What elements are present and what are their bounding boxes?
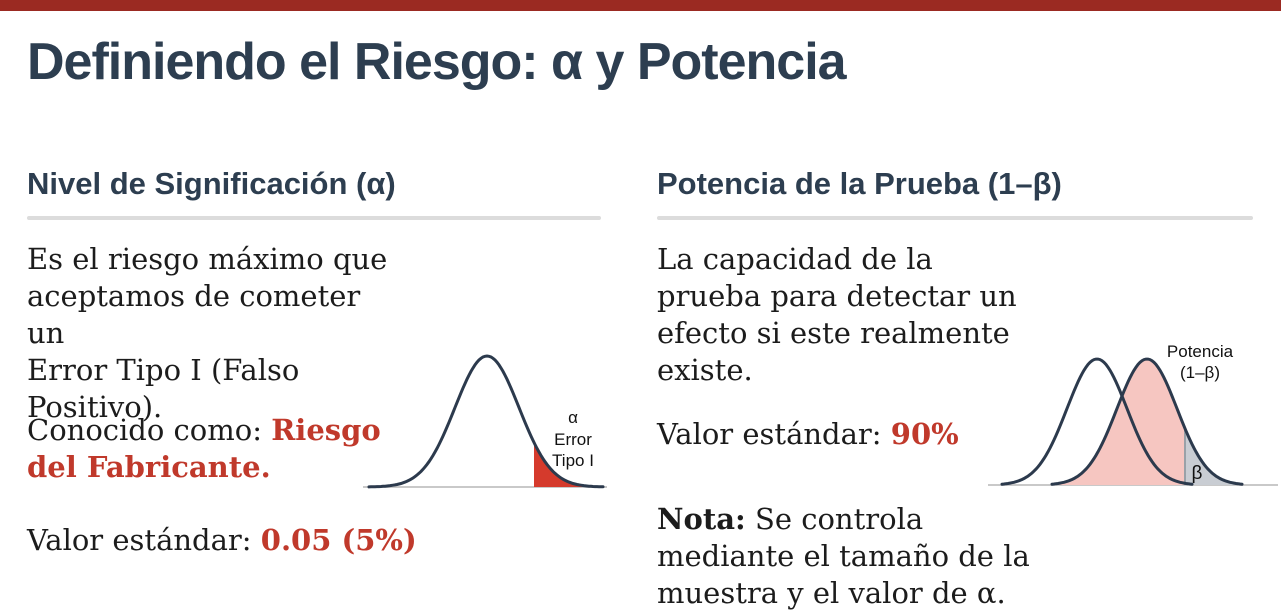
power-beta-diagram: Potencia (1–β) β xyxy=(988,342,1278,486)
left-definition-text: Es el riesgo máximo que aceptamos de com… xyxy=(27,242,388,424)
standard-label-right: Valor estándar: xyxy=(657,417,891,451)
left-known-as-paragraph: Conocido como: Riesgo del Fabricante. xyxy=(27,412,397,486)
note-label: Nota: xyxy=(657,502,746,536)
left-heading-rule xyxy=(27,216,601,220)
note-body: Se controla mediante el tamaño de la mue… xyxy=(657,502,1030,610)
right-heading-rule xyxy=(657,216,1253,220)
power-label-line1: Potencia xyxy=(1167,342,1234,361)
right-standard-value-paragraph: Valor estándar: 90% xyxy=(657,416,1037,453)
right-note-paragraph: Nota: Se controla mediante el tamaño de … xyxy=(657,501,1057,612)
beta-area-fill xyxy=(1185,428,1242,485)
known-as-value: Riesgo del Fabricante. xyxy=(27,413,381,484)
known-as-label: Conocido como: xyxy=(27,413,272,447)
alpha-tail-fill xyxy=(534,442,601,487)
standard-value-left: 0.05 (5%) xyxy=(260,523,417,557)
standard-value-right: 90% xyxy=(890,417,959,451)
slide-title: Definiendo el Riesgo: α y Potencia xyxy=(27,33,847,91)
left-column-heading: Nivel de Significación (α) xyxy=(27,166,396,201)
null-hypothesis-curve xyxy=(1000,357,1194,486)
bell-curve xyxy=(367,354,605,489)
error-label-line1: Error xyxy=(554,430,592,449)
power-area-fill xyxy=(1052,359,1185,485)
alpha-symbol-label: α xyxy=(568,408,578,427)
beta-symbol-label: β xyxy=(1192,463,1203,484)
top-accent-bar xyxy=(0,0,1281,11)
error-label-line2: Tipo I xyxy=(552,451,594,470)
alpha-error-diagram: α Error Tipo I xyxy=(363,354,607,489)
right-definition-text: La capacidad de la prueba para detectar … xyxy=(657,242,1017,387)
power-label-line2: (1–β) xyxy=(1180,363,1220,382)
standard-label-left: Valor estándar: xyxy=(27,523,261,557)
left-standard-value-paragraph: Valor estándar: 0.05 (5%) xyxy=(27,522,447,559)
right-column-heading: Potencia de la Prueba (1–β) xyxy=(657,166,1062,201)
alternative-hypothesis-curve xyxy=(1050,357,1244,486)
